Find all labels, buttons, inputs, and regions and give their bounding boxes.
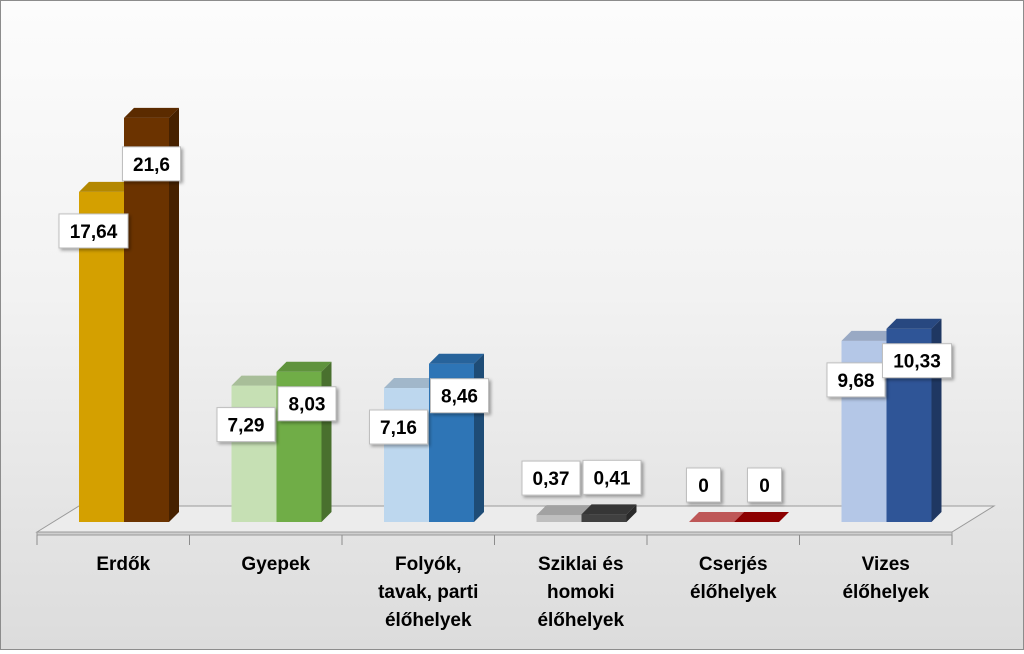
data-label: 10,33	[883, 344, 952, 378]
bar	[582, 504, 637, 522]
data-label-text: 9,68	[838, 371, 875, 392]
data-label: 0,41	[583, 460, 641, 494]
data-label: 9,68	[827, 363, 885, 397]
data-label: 7,16	[370, 410, 428, 444]
data-label: 7,29	[217, 408, 275, 442]
bar	[277, 362, 332, 522]
data-label-text: 0	[759, 476, 770, 497]
data-label-text: 17,64	[70, 222, 118, 243]
data-label-text: 8,03	[289, 395, 326, 416]
data-label-text: 0	[698, 476, 709, 497]
data-label: 0	[748, 468, 782, 502]
data-label: 8,03	[278, 387, 336, 421]
data-labels-layer: 17,64 21,6 7,29 8,03 7,16 8,46 0,37 0,41 0 0 9,68 1…	[59, 147, 952, 502]
category-label: Gyepek	[241, 554, 310, 575]
data-label-text: 21,6	[133, 155, 170, 176]
bar-front	[537, 515, 582, 522]
bars-layer	[79, 108, 942, 522]
floor-front	[37, 532, 952, 535]
category-label: Erdők	[96, 554, 150, 575]
data-label-text: 0,41	[594, 468, 631, 489]
data-label: 0	[687, 468, 721, 502]
data-label-text: 0,37	[533, 469, 570, 490]
bar-side	[322, 362, 332, 522]
bar-front	[384, 388, 429, 522]
data-label-text: 7,29	[228, 416, 265, 437]
data-label-text: 10,33	[893, 352, 941, 373]
data-label-text: 7,16	[380, 418, 417, 439]
data-label: 17,64	[59, 214, 128, 248]
data-label: 8,46	[431, 379, 489, 413]
data-label: 21,6	[123, 147, 181, 181]
bar-front	[232, 386, 277, 522]
data-label-text: 8,46	[441, 387, 478, 408]
data-label: 0,37	[522, 461, 580, 495]
bar-front	[582, 514, 627, 522]
